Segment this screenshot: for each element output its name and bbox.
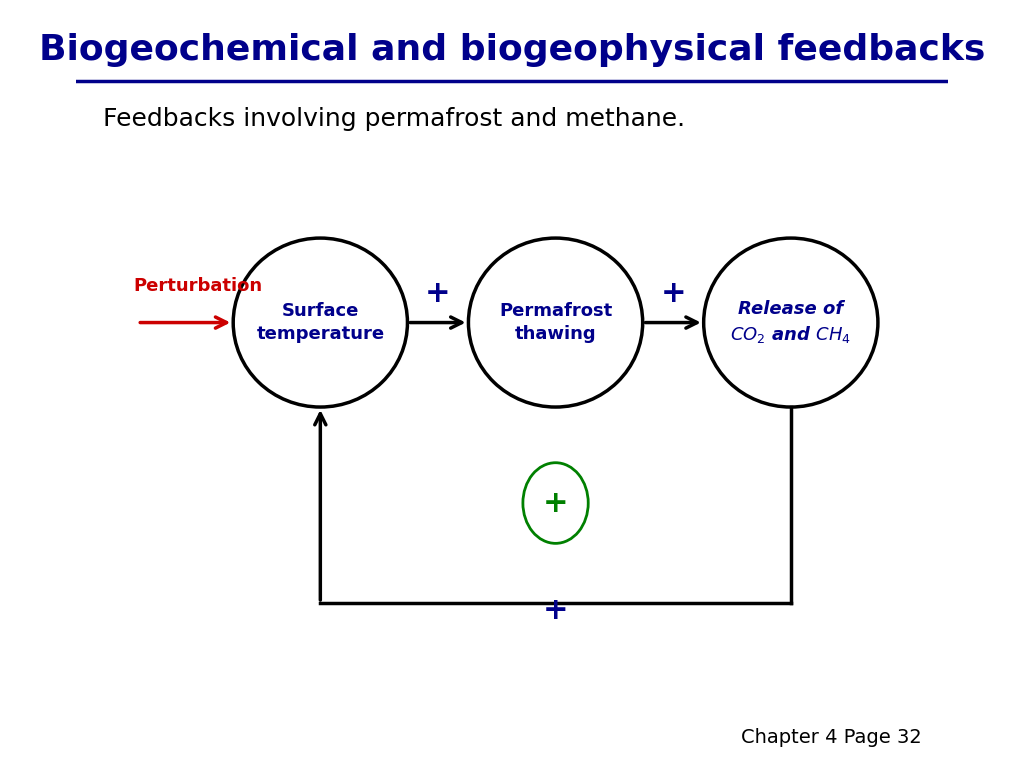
Text: Feedbacks involving permafrost and methane.: Feedbacks involving permafrost and metha… — [102, 107, 685, 131]
Text: Biogeochemical and biogeophysical feedbacks: Biogeochemical and biogeophysical feedba… — [39, 33, 985, 67]
Text: Chapter 4 Page 32: Chapter 4 Page 32 — [740, 728, 922, 746]
Text: Release of
$CO_2$ and $CH_4$: Release of $CO_2$ and $CH_4$ — [730, 300, 851, 346]
Text: +: + — [543, 488, 568, 518]
Text: Perturbation: Perturbation — [133, 276, 262, 295]
Text: +: + — [425, 279, 451, 308]
Text: +: + — [660, 279, 686, 308]
Text: Permafrost
thawing: Permafrost thawing — [499, 302, 612, 343]
Text: +: + — [543, 596, 568, 625]
Text: Surface
temperature: Surface temperature — [256, 302, 384, 343]
